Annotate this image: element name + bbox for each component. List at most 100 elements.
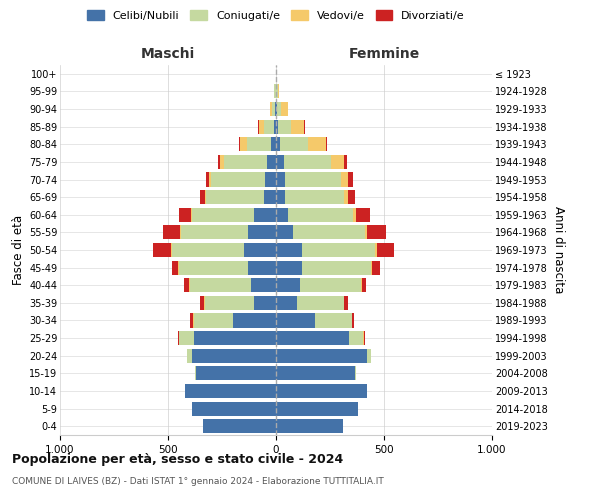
Bar	[276, 402, 358, 415]
Bar	[376, 243, 377, 257]
Bar	[220, 155, 224, 169]
Bar	[218, 155, 220, 169]
Bar	[259, 120, 264, 134]
Bar	[278, 84, 279, 98]
Y-axis label: Fasce di età: Fasce di età	[11, 215, 25, 285]
Bar	[276, 137, 280, 152]
Bar	[274, 84, 275, 98]
Bar	[187, 348, 192, 363]
Bar	[349, 172, 353, 186]
Bar	[241, 137, 247, 152]
Bar	[276, 208, 288, 222]
Bar	[344, 190, 349, 204]
Bar	[269, 102, 272, 116]
Bar	[341, 172, 349, 186]
Bar	[192, 208, 254, 222]
Bar	[276, 172, 284, 186]
Bar	[180, 226, 181, 239]
Bar	[264, 120, 274, 134]
Bar	[179, 331, 194, 345]
Bar	[254, 296, 276, 310]
Bar	[284, 155, 331, 169]
Bar	[371, 260, 372, 274]
Bar	[206, 190, 264, 204]
Bar	[185, 384, 276, 398]
Bar	[178, 331, 179, 345]
Bar	[293, 226, 365, 239]
Bar	[268, 155, 276, 169]
Bar	[172, 243, 244, 257]
Bar	[361, 278, 362, 292]
Bar	[349, 190, 355, 204]
Bar	[276, 102, 277, 116]
Bar	[205, 190, 206, 204]
Bar	[191, 208, 192, 222]
Bar	[276, 348, 367, 363]
Bar	[196, 366, 276, 380]
Bar	[276, 384, 367, 398]
Bar	[178, 260, 179, 274]
Bar	[172, 260, 178, 274]
Bar	[206, 172, 209, 186]
Bar	[190, 314, 193, 328]
Bar	[344, 296, 348, 310]
Bar	[356, 208, 370, 222]
Bar	[190, 278, 251, 292]
Bar	[296, 296, 344, 310]
Bar	[365, 226, 367, 239]
Bar	[277, 102, 281, 116]
Bar	[276, 190, 284, 204]
Bar	[276, 226, 293, 239]
Bar	[276, 296, 296, 310]
Text: COMUNE DI LAIVES (BZ) - Dati ISTAT 1° gennaio 2024 - Elaborazione TUTTITALIA.IT: COMUNE DI LAIVES (BZ) - Dati ISTAT 1° ge…	[12, 478, 384, 486]
Bar	[184, 278, 189, 292]
Bar	[179, 260, 248, 274]
Bar	[179, 208, 191, 222]
Bar	[355, 366, 356, 380]
Bar	[247, 137, 271, 152]
Bar	[308, 137, 326, 152]
Bar	[276, 278, 300, 292]
Bar	[276, 243, 302, 257]
Bar	[251, 278, 276, 292]
Bar	[192, 402, 276, 415]
Bar	[200, 296, 204, 310]
Bar	[205, 296, 254, 310]
Bar	[254, 208, 276, 222]
Bar	[326, 137, 328, 152]
Bar	[275, 102, 276, 116]
Bar	[153, 243, 171, 257]
Bar	[248, 260, 276, 274]
Bar	[276, 260, 302, 274]
Bar	[209, 172, 211, 186]
Bar	[271, 137, 276, 152]
Bar	[265, 172, 276, 186]
Bar	[203, 419, 276, 433]
Bar	[276, 331, 349, 345]
Bar	[276, 419, 343, 433]
Bar	[233, 314, 276, 328]
Bar	[367, 348, 371, 363]
Bar	[315, 314, 352, 328]
Bar	[195, 366, 196, 380]
Text: Femmine: Femmine	[349, 48, 419, 62]
Bar	[367, 226, 386, 239]
Bar	[280, 137, 308, 152]
Bar	[302, 260, 371, 274]
Bar	[291, 120, 304, 134]
Bar	[344, 155, 347, 169]
Bar	[276, 155, 284, 169]
Bar	[281, 102, 288, 116]
Bar	[224, 155, 268, 169]
Bar	[277, 84, 278, 98]
Bar	[194, 314, 233, 328]
Bar	[372, 260, 380, 274]
Bar	[211, 172, 265, 186]
Bar	[288, 208, 353, 222]
Bar	[181, 226, 248, 239]
Text: Popolazione per età, sesso e stato civile - 2024: Popolazione per età, sesso e stato civil…	[12, 452, 343, 466]
Bar	[192, 348, 276, 363]
Bar	[302, 243, 376, 257]
Bar	[362, 278, 366, 292]
Bar	[284, 190, 344, 204]
